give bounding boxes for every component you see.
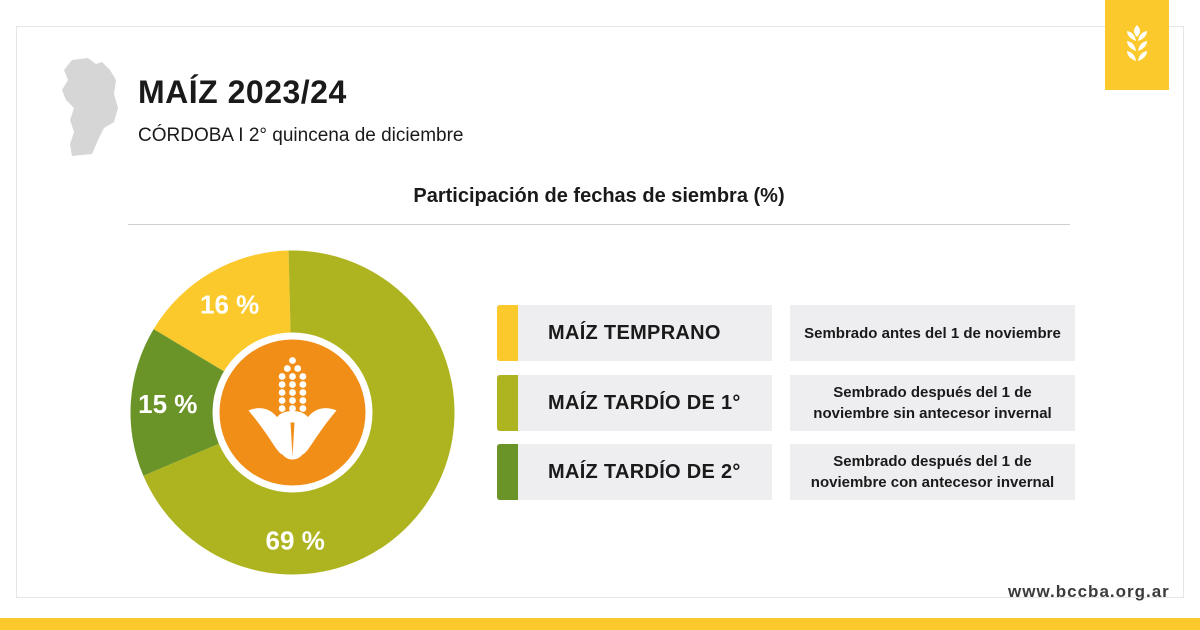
legend-swatch [497, 444, 518, 500]
bottom-bar [0, 618, 1200, 630]
legend-description-maiz-tardio-de-2: Sembrado después del 1 de noviembre con … [790, 444, 1075, 500]
legend-swatch [497, 375, 518, 431]
page-title: MAÍZ 2023/24 [138, 74, 347, 110]
wheat-icon [1127, 25, 1147, 61]
legend-label: MAÍZ TARDÍO DE 1° [548, 391, 741, 414]
slice-label-maiz-tardio-de-1: 69 % [266, 525, 325, 555]
donut-chart: 16 % 69 % 15 % [130, 250, 455, 575]
legend-label: MAÍZ TEMPRANO [548, 321, 721, 344]
legend-swatch [497, 305, 518, 361]
cordoba-map-icon [62, 58, 118, 156]
logo-badge [1105, 0, 1169, 90]
slice-label-maiz-tardio-de-2: 15 % [138, 389, 197, 419]
divider [128, 224, 1070, 225]
legend-item-maiz-tardio-de-2: MAÍZ TARDÍO DE 2° [497, 444, 772, 500]
legend-label: MAÍZ TARDÍO DE 2° [548, 460, 741, 483]
slice-label-maiz-temprano: 16 % [200, 289, 259, 319]
page-subtitle: CÓRDOBA I 2° quincena de diciembre [138, 125, 464, 146]
legend-item-maiz-temprano: MAÍZ TEMPRANO [497, 305, 772, 361]
legend-description-maiz-temprano: Sembrado antes del 1 de noviembre [790, 305, 1075, 361]
chart-title: Participación de fechas de siembra (%) [413, 185, 785, 207]
corn-icon [248, 357, 337, 460]
website-link[interactable]: www.bccba.org.ar [1008, 582, 1170, 601]
pie-slice-maiz-tardio-de-2 [130, 329, 293, 476]
legend-description-maiz-tardio-de-1: Sembrado después del 1 de noviembre sin … [790, 375, 1075, 431]
legend-item-maiz-tardio-de-1: MAÍZ TARDÍO DE 1° [497, 375, 772, 431]
